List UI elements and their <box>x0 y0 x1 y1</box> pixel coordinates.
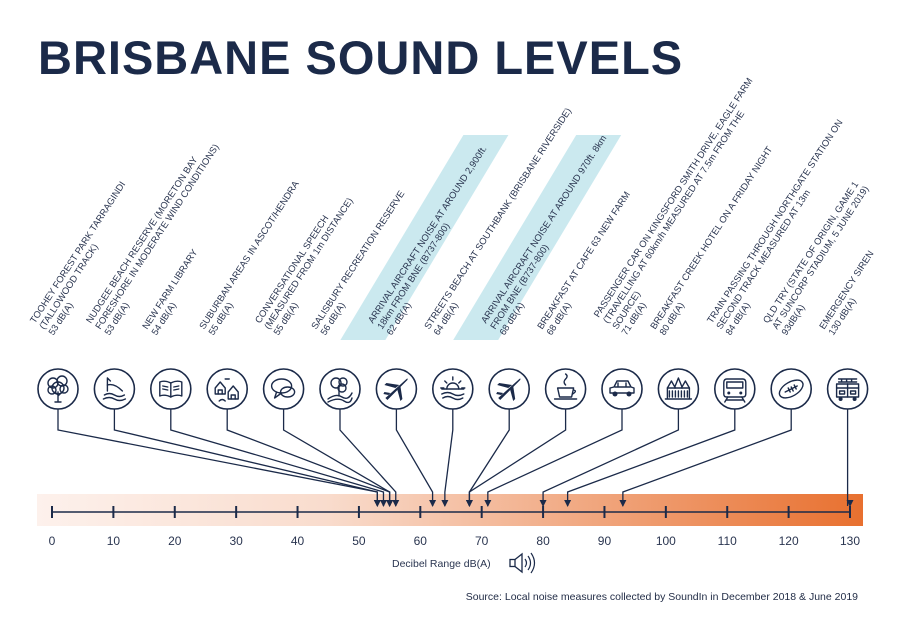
connector-line <box>542 409 680 506</box>
car-icon <box>601 368 643 410</box>
axis-tick-label: 110 <box>718 534 737 548</box>
axis-tick-label: 90 <box>598 534 612 548</box>
axis-tick-label: 30 <box>229 534 243 548</box>
connector-arrowhead <box>379 500 387 507</box>
page-title: BRISBANE SOUND LEVELS <box>38 31 684 84</box>
axis-tick-label: 130 <box>840 534 860 548</box>
connector-line <box>487 409 623 506</box>
axis-tick-label: 60 <box>414 534 428 548</box>
connector-line <box>566 409 736 506</box>
hotel-icon <box>657 368 700 410</box>
decibel-scale-bar <box>37 494 863 526</box>
axis-tick-label: 50 <box>352 534 366 548</box>
speaker-icon <box>509 552 536 574</box>
label-highlight-band <box>340 135 509 340</box>
connector-line <box>444 409 454 506</box>
connector-arrowhead <box>441 500 449 507</box>
connector-arrowhead <box>373 500 381 507</box>
axis-tick-label: 120 <box>779 534 799 548</box>
connector-arrowhead <box>429 500 437 507</box>
connector-arrowhead <box>386 500 394 507</box>
beach-icon <box>93 368 136 410</box>
houses-icon <box>206 368 248 410</box>
axis-tick-label: 20 <box>168 534 182 548</box>
train-icon <box>713 368 756 410</box>
axis-tick-label: 0 <box>49 534 56 548</box>
airplane-icon <box>375 368 418 410</box>
connector-arrowhead <box>465 500 473 507</box>
connector-line <box>622 409 792 506</box>
connector-arrowhead <box>564 500 572 507</box>
airplane-icon <box>488 368 531 410</box>
connector-line <box>170 409 385 506</box>
connector-arrowhead <box>484 500 492 507</box>
label-highlight-band <box>453 135 622 340</box>
axis-tick-label: 40 <box>291 534 305 548</box>
speech-icon <box>262 368 305 410</box>
firetruck-icon <box>826 368 869 410</box>
connector-arrowhead <box>539 500 547 507</box>
book-icon <box>150 368 192 410</box>
axis-tick-label: 70 <box>475 534 489 548</box>
axis-caption: Decibel Range dB(A) <box>392 558 491 570</box>
coffee-icon <box>544 368 587 410</box>
axis-tick-label: 100 <box>656 534 676 548</box>
connector-line <box>468 409 567 506</box>
axis-tick-label: 10 <box>107 534 121 548</box>
connector-arrowhead <box>846 500 854 507</box>
tree-icon <box>37 368 79 410</box>
park-icon <box>319 368 361 410</box>
sun-beach-icon <box>431 368 474 410</box>
connector-arrowhead <box>392 500 400 507</box>
connector-line <box>282 409 391 506</box>
axis-tick-label: 80 <box>536 534 550 548</box>
connector-line <box>395 409 434 506</box>
connector-arrowhead <box>619 500 627 507</box>
connector-line <box>113 409 378 506</box>
football-icon <box>770 368 813 410</box>
connector-line <box>339 409 397 506</box>
source-note: Source: Local noise measures collected b… <box>465 591 858 603</box>
